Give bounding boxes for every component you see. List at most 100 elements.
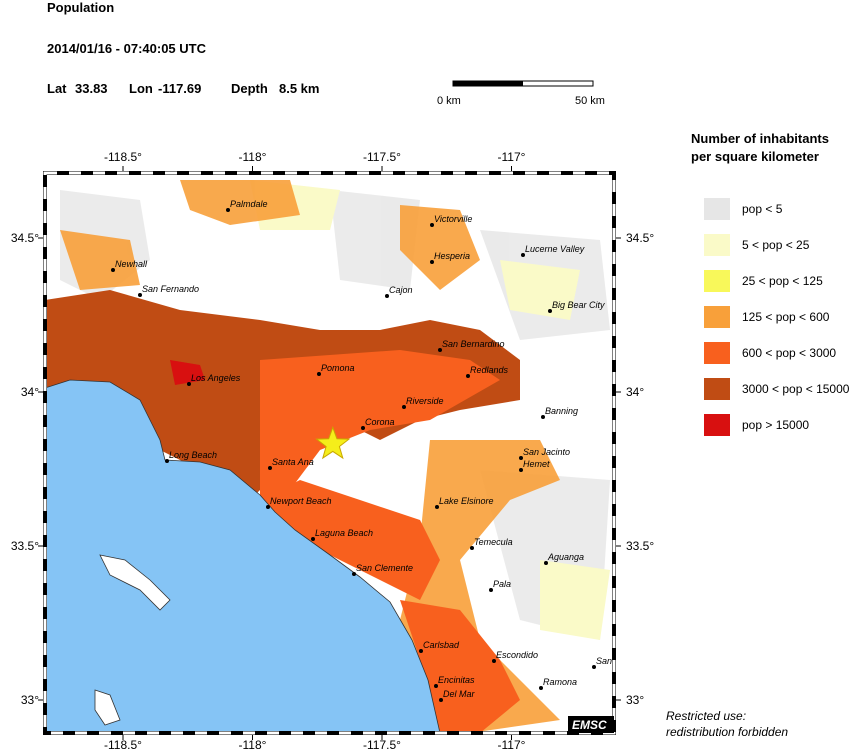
lon-tick-label: -117.5° (363, 738, 401, 752)
legend-label: pop > 15000 (742, 418, 809, 432)
logo-bg (568, 716, 614, 733)
lon-tick-label: -118° (239, 150, 267, 164)
scale-bar (452, 80, 594, 87)
city-dot (434, 684, 438, 688)
city-label: Los Angeles (191, 373, 241, 383)
city-label: Newport Beach (270, 496, 332, 506)
city-dot (521, 253, 525, 257)
legend-label: 25 < pop < 125 (742, 274, 823, 288)
city-dot (352, 572, 356, 576)
city-dot (541, 415, 545, 419)
city-dot (317, 372, 321, 376)
lon-tick-label: -117° (498, 150, 526, 164)
legend-title: per square kilometer (691, 149, 819, 164)
city-dot (361, 426, 365, 430)
datetime: 2014/01/16 - 07:40:05 UTC (47, 41, 207, 56)
city-label: Lake Elsinore (439, 496, 494, 506)
lat-tick-label: 33° (626, 693, 644, 707)
city-label: Laguna Beach (315, 528, 373, 538)
city-dot (438, 348, 442, 352)
lat-tick-label: 33° (21, 693, 39, 707)
city-label: Pala (493, 579, 511, 589)
city-label: San Bernardino (442, 339, 505, 349)
city-label: Lucerne Valley (525, 244, 585, 254)
legend-swatch (704, 198, 730, 220)
city-label: Cajon (389, 285, 413, 295)
city-dot (268, 466, 272, 470)
lon-tick-label: -117° (498, 738, 526, 752)
city-dot (165, 459, 169, 463)
lat-tick-label: 34° (21, 385, 39, 399)
city-label: Riverside (406, 396, 444, 406)
city-label: Del Mar (443, 689, 476, 699)
lat-tick-label: 34° (626, 385, 644, 399)
city-dot (430, 223, 434, 227)
city-label: Victorville (434, 214, 472, 224)
city-label: Encinitas (438, 675, 475, 685)
city-dot (466, 374, 470, 378)
city-dot (385, 294, 389, 298)
city-dot (187, 382, 191, 386)
title: Population (47, 0, 114, 15)
logo: EMSC (572, 718, 607, 732)
city-dot (266, 505, 270, 509)
lon-tick-label: -118° (239, 738, 267, 752)
legend-title: Number of inhabitants (691, 131, 829, 146)
city-dot (539, 686, 543, 690)
lon-tick-label: -118.5° (104, 150, 142, 164)
city-dot (470, 546, 474, 550)
legend-label: 5 < pop < 25 (742, 238, 810, 252)
depth: 8.5 km (279, 81, 319, 96)
city-label: Palmdale (230, 199, 268, 209)
note: redistribution forbidden (666, 725, 788, 739)
city-label: Temecula (474, 537, 513, 547)
city-dot (519, 456, 523, 460)
city-dot (544, 561, 548, 565)
lat: 33.83 (75, 81, 108, 96)
legend-swatch (704, 270, 730, 292)
city-label: San Clemente (356, 563, 413, 573)
lon-tick-label: -118.5° (104, 738, 142, 752)
city-label: Corona (365, 417, 395, 427)
epicenter (315, 425, 351, 460)
city-dot (489, 588, 493, 592)
city-dot (435, 505, 439, 509)
city-label: Ramona (543, 677, 577, 687)
lat-label: Lat (47, 81, 67, 96)
city-label: Aguanga (547, 552, 584, 562)
lon-label: Lon (129, 81, 153, 96)
legend-swatch (704, 342, 730, 364)
city-dot (111, 268, 115, 272)
lon: -117.69 (158, 81, 201, 96)
city-label: Hemet (523, 459, 550, 469)
note: Restricted use: (666, 709, 746, 723)
city-label: Santa Ana (272, 457, 314, 467)
legend-swatch (704, 306, 730, 328)
city-label: Newhall (115, 259, 148, 269)
city-dot (419, 649, 423, 653)
city-dot (226, 208, 230, 212)
city-label: San Fernando (142, 284, 199, 294)
depth-label: Depth (231, 81, 268, 96)
lat-tick-label: 34.5° (11, 231, 39, 245)
lat-tick-label: 34.5° (626, 231, 654, 245)
city-dot (402, 405, 406, 409)
city-label: Redlands (470, 365, 509, 375)
city-label: Long Beach (169, 450, 217, 460)
legend-label: 600 < pop < 3000 (742, 346, 836, 360)
city-label: Escondido (496, 650, 538, 660)
city-label: Banning (545, 406, 578, 416)
lon-tick-label: -117.5° (363, 150, 401, 164)
legend-label: 3000 < pop < 15000 (742, 382, 850, 396)
city-dot (592, 665, 596, 669)
lat-tick-label: 33.5° (11, 539, 39, 553)
city-dot (519, 468, 523, 472)
city-label: Hesperia (434, 251, 470, 261)
scale-end: 50 km (575, 95, 605, 107)
city-dot (492, 659, 496, 663)
city-dot (430, 260, 434, 264)
legend-label: pop < 5 (742, 202, 783, 216)
city-dot (548, 309, 552, 313)
city-label: Pomona (321, 363, 355, 373)
